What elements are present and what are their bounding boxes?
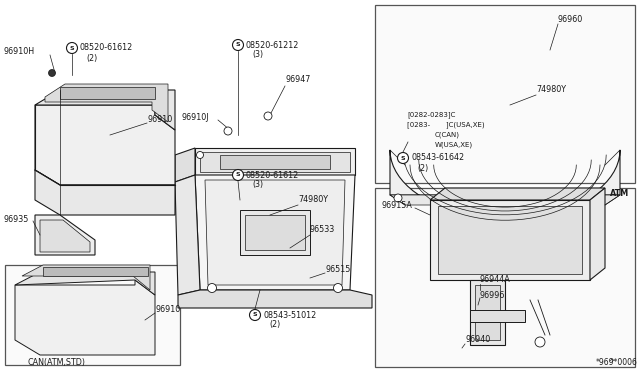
Polygon shape <box>15 280 155 355</box>
Circle shape <box>333 283 342 292</box>
Circle shape <box>232 39 243 51</box>
Circle shape <box>67 42 77 54</box>
Text: W(USA,XE): W(USA,XE) <box>435 142 473 148</box>
Polygon shape <box>178 290 372 308</box>
Text: S: S <box>236 42 240 48</box>
FancyBboxPatch shape <box>375 5 635 183</box>
Polygon shape <box>22 265 150 290</box>
Polygon shape <box>15 272 155 295</box>
Text: 96940: 96940 <box>465 336 490 344</box>
Text: 96915A: 96915A <box>381 201 412 209</box>
Text: 96910H: 96910H <box>3 48 34 57</box>
Text: (3): (3) <box>252 180 263 189</box>
Polygon shape <box>35 170 175 215</box>
Text: C(CAN): C(CAN) <box>435 132 460 138</box>
Polygon shape <box>430 200 590 280</box>
Circle shape <box>250 310 260 321</box>
Text: 08543-51012: 08543-51012 <box>263 311 316 320</box>
Text: 08520-61612: 08520-61612 <box>80 44 133 52</box>
Text: S: S <box>70 45 74 51</box>
Text: (3): (3) <box>252 51 263 60</box>
Circle shape <box>207 283 216 292</box>
Polygon shape <box>430 188 605 200</box>
Text: 96935: 96935 <box>3 215 28 224</box>
Polygon shape <box>205 180 345 285</box>
Polygon shape <box>175 148 195 182</box>
Polygon shape <box>35 90 175 130</box>
Polygon shape <box>43 267 148 276</box>
Polygon shape <box>245 215 305 250</box>
Text: 96910: 96910 <box>147 115 172 125</box>
FancyBboxPatch shape <box>375 188 635 367</box>
Text: 08520-61212: 08520-61212 <box>246 41 300 49</box>
Circle shape <box>397 153 408 164</box>
Text: 96944A: 96944A <box>480 276 511 285</box>
Polygon shape <box>220 155 330 169</box>
Polygon shape <box>470 310 525 322</box>
Text: 74980Y: 74980Y <box>298 196 328 205</box>
Text: CAN(ATM,STD): CAN(ATM,STD) <box>28 357 86 366</box>
Text: 96910: 96910 <box>155 305 180 314</box>
Text: (2): (2) <box>417 164 428 173</box>
Polygon shape <box>240 210 310 255</box>
Polygon shape <box>45 84 168 122</box>
Circle shape <box>264 112 272 120</box>
Text: 96515: 96515 <box>325 266 350 275</box>
Polygon shape <box>195 148 355 175</box>
Polygon shape <box>195 175 355 290</box>
Polygon shape <box>390 150 620 218</box>
Text: ^: ^ <box>608 358 614 367</box>
Text: 96947: 96947 <box>285 76 310 84</box>
Polygon shape <box>60 87 155 99</box>
Polygon shape <box>470 280 505 345</box>
Text: 08520-61612: 08520-61612 <box>246 170 300 180</box>
Circle shape <box>224 127 232 135</box>
Circle shape <box>196 151 204 158</box>
Polygon shape <box>35 215 95 255</box>
Text: *969*0006: *969*0006 <box>596 358 638 367</box>
Circle shape <box>535 337 545 347</box>
Polygon shape <box>200 152 350 172</box>
Text: (2): (2) <box>86 54 97 62</box>
Text: S: S <box>401 155 405 160</box>
Text: S: S <box>236 173 240 177</box>
Text: 96960: 96960 <box>558 16 583 25</box>
Text: (2): (2) <box>269 321 280 330</box>
Polygon shape <box>390 195 620 205</box>
Circle shape <box>232 170 243 180</box>
Text: 74980Y: 74980Y <box>536 86 566 94</box>
Text: S: S <box>253 312 257 317</box>
Text: 96910J: 96910J <box>182 113 209 122</box>
Polygon shape <box>438 206 582 274</box>
Polygon shape <box>175 175 200 295</box>
Polygon shape <box>40 220 90 252</box>
Polygon shape <box>475 285 500 340</box>
Polygon shape <box>590 188 605 280</box>
Text: ATM: ATM <box>610 189 629 198</box>
Text: [0283-       ]C(USA,XE): [0283- ]C(USA,XE) <box>407 122 484 128</box>
Text: 08543-61642: 08543-61642 <box>411 154 464 163</box>
Polygon shape <box>35 105 175 185</box>
Text: 96996: 96996 <box>480 291 506 299</box>
FancyBboxPatch shape <box>5 265 180 365</box>
Circle shape <box>49 70 56 77</box>
Text: [0282-0283]C: [0282-0283]C <box>407 112 456 118</box>
Circle shape <box>394 194 402 202</box>
Text: 96533: 96533 <box>310 225 335 234</box>
